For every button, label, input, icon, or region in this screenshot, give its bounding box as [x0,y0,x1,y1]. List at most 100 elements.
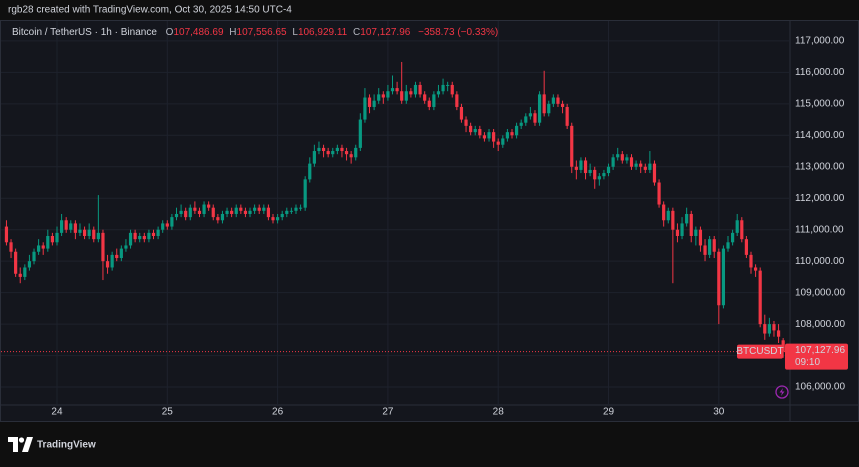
candle-body [321,147,326,152]
candle-body [331,151,335,155]
candle-body [597,176,601,180]
candle-body [409,91,413,95]
candle-body [593,169,597,180]
ohlc-value: 107,127.96 [360,27,410,38]
candle-body [560,103,565,107]
candle-body [767,324,771,334]
candle-body [4,226,9,243]
x-tick-label: 27 [382,407,394,418]
candle-body [482,135,487,139]
candle-body [207,204,211,208]
candle-body [179,210,183,214]
candle-body [110,254,114,268]
candle-body [749,254,753,268]
candle-body [147,232,151,240]
candle-body [418,84,422,95]
candle-body [432,94,436,107]
chart-panel [0,20,859,422]
candle-body [285,210,289,214]
candle-body [464,119,468,126]
candle-body [41,245,45,249]
candle-body [441,84,445,92]
candle-body [533,113,537,123]
candle-body [87,229,91,237]
candle-body [230,210,234,214]
candle-body [492,132,496,142]
candle-body [537,94,542,123]
candle-body [156,229,160,237]
candle-body [50,236,54,243]
candle-body [381,94,385,98]
candle-body [386,91,390,98]
candle-body [101,232,105,262]
candle-body [731,232,735,243]
candle-body [620,154,624,161]
candle-body [170,217,174,227]
candle-body [675,229,680,237]
candle-body [726,242,730,249]
candle-body [753,267,758,271]
candle-body [648,163,652,170]
candle-body [14,251,18,274]
candle-body [78,229,82,233]
candle-body [556,97,560,104]
candle-body [211,207,215,218]
candle-body [119,248,123,259]
candle-body [446,84,450,86]
ohlc-key: O [166,27,174,38]
candles [4,61,785,358]
candle-body [565,106,569,126]
candle-body [138,236,142,240]
candle-body [680,223,684,237]
candle-body [588,169,592,174]
y-tick-label: 111,000.00 [795,224,844,235]
candle-body [478,129,482,136]
candle-body [703,245,707,255]
candle-body [616,154,620,158]
y-tick-label: 109,000.00 [795,287,845,298]
candle-body [271,217,275,221]
candle-body [395,88,399,92]
candle-body [436,91,441,95]
candle-body [165,223,169,227]
candle-body [712,239,716,252]
candle-body [740,220,744,240]
candle-body [639,163,643,167]
candle-body [574,166,578,170]
candle-body [303,179,307,208]
candle-body [666,210,670,221]
candle-body [202,204,206,214]
candle-body [96,232,100,240]
candle-body [496,141,500,145]
candle-body [583,160,588,174]
ohlc-value: 107,556.65 [237,27,287,38]
candle-body [519,122,523,126]
candle-body [685,213,689,224]
candle-body [326,151,330,155]
symbol: Bitcoin / TetherUS · 1h · Binance [12,27,157,38]
candle-body [248,210,252,214]
x-tick-label: 26 [272,407,284,418]
candle-body [763,324,767,334]
candle-body [524,116,528,123]
candle-body [46,236,50,249]
candle-body [18,273,22,277]
candle-body [124,245,128,249]
candle-body [551,97,555,104]
candle-body [473,129,477,133]
candle-body [128,232,133,246]
ohlc-value: 107,486.69 [173,27,223,38]
symbol-legend: Bitcoin / TetherUS · 1h · Binance O107,4… [12,27,498,38]
x-tick-label: 24 [51,407,63,418]
candle-body [400,91,404,101]
candle-body [629,157,634,167]
candle-body [487,132,491,139]
candle-body [528,113,532,117]
candle-body [142,236,146,240]
y-tick-label: 106,000.00 [795,382,845,393]
candle-body [276,217,280,221]
candle-body [758,270,762,325]
candle-body [744,239,748,255]
candle-body [161,223,165,230]
